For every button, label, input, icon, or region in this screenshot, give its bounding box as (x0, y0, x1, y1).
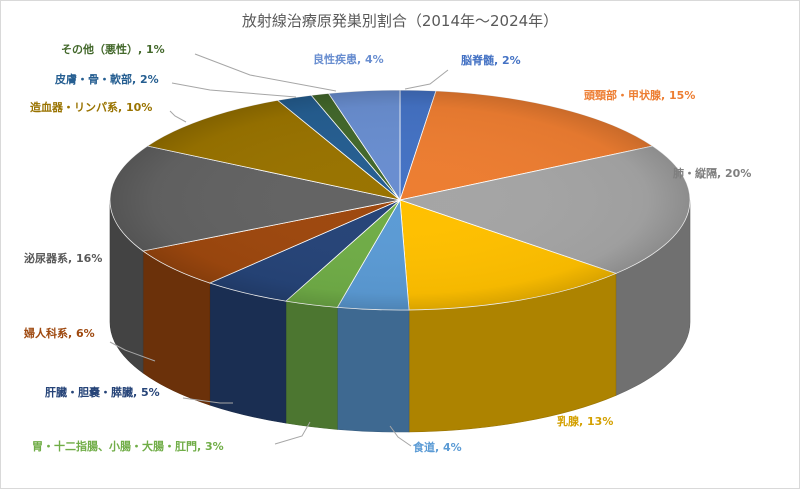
data-label-separator: , (68, 252, 76, 265)
data-label-value: 2% (502, 54, 521, 67)
data-label-その他-悪性: その他（悪性）, 1% (61, 42, 165, 56)
data-label-乳腺: 乳腺, 13% (557, 414, 613, 428)
pie-side-胃-十二指腸-小腸-大腸-肛門 (285, 300, 338, 430)
data-label-泌尿器系: 泌尿器系, 16% (24, 251, 102, 265)
pie-side-食道 (337, 307, 410, 433)
data-label-name: 胃・十二指腸、小腸・大腸・肛門 (32, 439, 197, 453)
data-label-value: 3% (205, 440, 224, 453)
data-label-separator: , (132, 73, 140, 86)
pie-side-肝臓-胆嚢-膵臓 (209, 282, 287, 424)
data-label-食道: 食道, 4% (413, 440, 462, 454)
leader-line-胃-十二指腸-小腸-大腸-肛門 (274, 421, 311, 445)
data-label-value: 4% (365, 53, 384, 66)
data-label-name: その他（悪性） (61, 42, 138, 56)
data-label-value: 4% (443, 441, 462, 454)
data-label-name: 造血器・リンパ系 (30, 100, 118, 114)
data-label-separator: , (118, 101, 126, 114)
data-label-胃-十二指腸-小腸-大腸-肛門: 胃・十二指腸、小腸・大腸・肛門, 3% (32, 439, 224, 453)
data-label-name: 良性疾患 (313, 52, 357, 66)
data-label-value: 10% (126, 101, 152, 114)
leader-line-脳脊髄 (404, 69, 449, 90)
data-label-value: 5% (141, 386, 160, 399)
data-label-separator: , (661, 89, 669, 102)
data-label-name: 肝臓・胆嚢・膵臓 (45, 385, 133, 399)
leader-line-食道 (389, 425, 412, 447)
chart-title: 放射線治療原発巣別割合（2014年～2024年） (242, 12, 558, 30)
data-label-良性疾患: 良性疾患, 4% (313, 52, 384, 66)
data-label-name: 食道 (413, 440, 435, 454)
data-label-name: 婦人科系 (23, 326, 68, 340)
data-label-婦人科系: 婦人科系, 6% (23, 326, 95, 340)
leader-lines (109, 53, 449, 447)
leader-line-造血器-リンパ系 (169, 110, 187, 123)
data-label-value: 2% (140, 73, 159, 86)
data-label-造血器-リンパ系: 造血器・リンパ系, 10% (30, 100, 152, 114)
data-label-separator: , (133, 386, 141, 399)
data-label-value: 16% (76, 252, 102, 265)
data-label-separator: , (435, 441, 443, 454)
data-label-肝臓-胆嚢-膵臓: 肝臓・胆嚢・膵臓, 5% (45, 385, 160, 399)
data-label-皮膚-骨-軟部: 皮膚・骨・軟部, 2% (54, 72, 159, 86)
data-label-脳脊髄: 脳脊髄, 2% (461, 53, 521, 67)
data-label-name: 乳腺 (557, 414, 580, 428)
data-label-separator: , (197, 440, 205, 453)
data-labels: 脳脊髄, 2% 頭頸部・甲状腺, 15% 肺・縦隔, 20% 乳腺, 13% 食道, 4… (23, 42, 751, 454)
data-label-name: 頭頸部・甲状腺 (584, 88, 662, 102)
data-label-separator: , (138, 43, 146, 56)
data-label-separator: , (68, 327, 76, 340)
data-label-value: 13% (587, 415, 613, 428)
data-label-name: 泌尿器系 (24, 251, 68, 265)
data-label-name: 脳脊髄 (461, 53, 495, 67)
data-label-value: 6% (76, 327, 95, 340)
data-label-name: 肺・縦隔 (673, 166, 717, 180)
data-label-separator: , (579, 415, 587, 428)
data-label-separator: , (717, 167, 725, 180)
data-label-value: 15% (669, 89, 695, 102)
data-label-separator: , (494, 54, 502, 67)
data-label-肺-縦隔: 肺・縦隔, 20% (673, 166, 751, 180)
pie-top-faces (109, 89, 691, 311)
data-label-value: 20% (725, 167, 751, 180)
data-label-separator: , (357, 53, 365, 66)
leader-line-肝臓-胆嚢-膵臓 (182, 397, 233, 404)
data-label-value: 1% (146, 43, 165, 56)
data-label-頭頸部-甲状腺: 頭頸部・甲状腺, 15% (584, 88, 695, 102)
data-label-name: 皮膚・骨・軟部 (54, 72, 132, 86)
leader-line-その他-悪性 (194, 53, 337, 92)
leader-line-婦人科系 (109, 341, 156, 362)
leader-line-皮膚-骨-軟部 (171, 82, 297, 98)
